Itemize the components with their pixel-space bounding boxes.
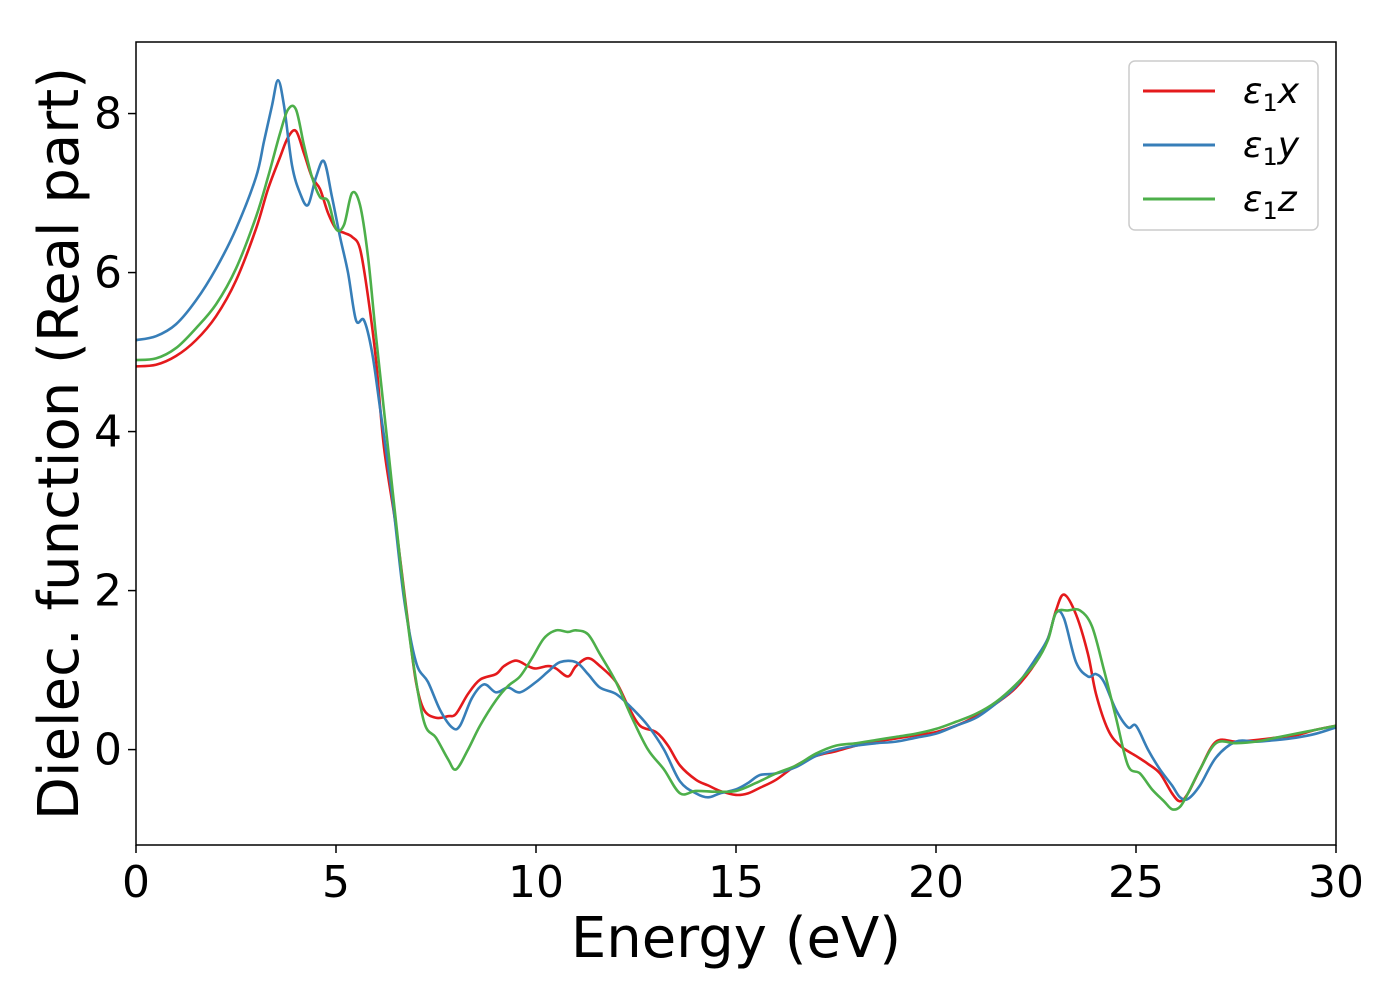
- y-tick-label: 6: [94, 248, 122, 299]
- y-tick-label: 0: [94, 725, 122, 776]
- ticks-layer: 0 5 10 15 20 25 30 0 2 4 6 8: [94, 89, 1364, 908]
- legend-label-x: ε1x: [1243, 71, 1300, 117]
- x-axis-title: Energy (eV): [571, 906, 901, 971]
- y-axis-title: Dielec. function (Real part): [27, 67, 92, 820]
- legend-label-z: ε1z: [1243, 179, 1298, 225]
- series-line-y: [136, 78, 1336, 802]
- x-tick-label: 10: [508, 857, 564, 908]
- series-line-z: [136, 104, 1336, 811]
- x-tick-label: 25: [1108, 857, 1164, 908]
- legend-box: [1128, 60, 1319, 231]
- y-tick-label: 4: [94, 407, 122, 458]
- y-tick-label: 8: [94, 89, 122, 140]
- legend-label-y: ε1y: [1243, 125, 1300, 171]
- series-line-x: [136, 129, 1336, 803]
- series-layer: [136, 78, 1336, 811]
- x-tick-label: 5: [322, 857, 350, 908]
- x-tick-label: 30: [1308, 857, 1364, 908]
- y-tick-label: 2: [94, 566, 122, 617]
- x-tick-label: 0: [122, 857, 150, 908]
- x-tick-label: 15: [708, 857, 764, 908]
- x-tick-label: 20: [908, 857, 964, 908]
- legend: ε1x ε1y ε1z: [1128, 60, 1319, 231]
